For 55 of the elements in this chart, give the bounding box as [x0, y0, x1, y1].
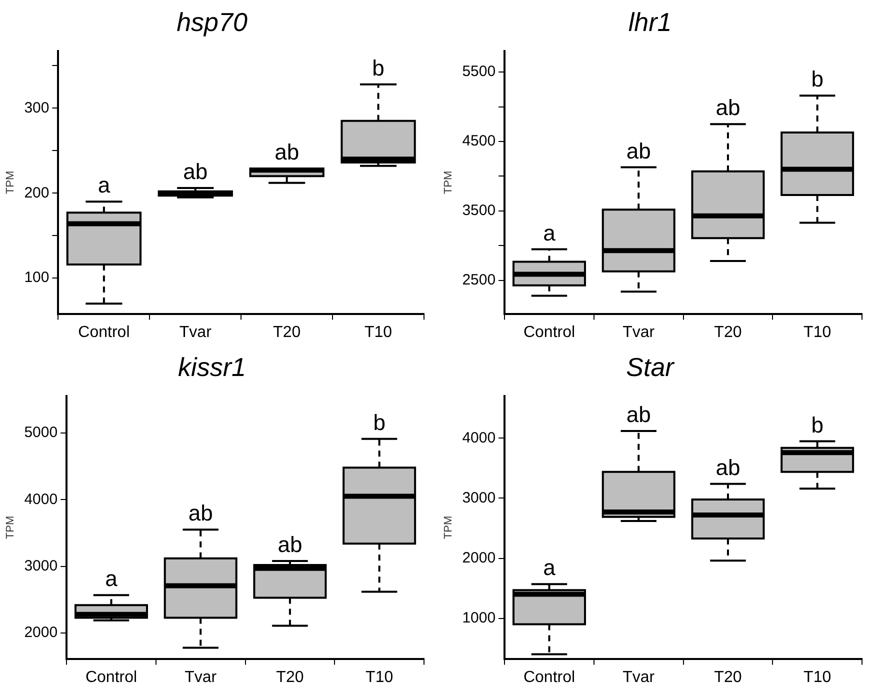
annotation: a	[98, 172, 111, 198]
x-tick-label: Tvar	[179, 324, 212, 341]
y-tick-label: 4000	[462, 429, 496, 446]
x-tick-label: T20	[714, 668, 742, 686]
y-tick-label: 4500	[462, 132, 496, 150]
annotation: b	[811, 412, 824, 438]
x-tick-label: T10	[804, 668, 832, 686]
y-tick-label: 2000	[24, 624, 58, 642]
annotation: a	[543, 220, 556, 246]
annotation: b	[372, 55, 384, 80]
annotation: ab	[274, 140, 300, 165]
y-tick-label: 1000	[462, 609, 496, 626]
y-axis-title: TPM	[442, 170, 455, 194]
x-tick-label: Tvar	[622, 324, 656, 341]
y-tick-label: 2500	[462, 272, 496, 289]
x-tick-label: T10	[366, 668, 394, 686]
x-tick-label: T20	[273, 324, 301, 341]
x-tick-label: Control	[78, 324, 130, 341]
y-tick-label: 300	[24, 99, 50, 116]
chart-title: kissr1	[178, 352, 246, 382]
y-tick-label: 200	[24, 184, 50, 202]
annotation: ab	[716, 454, 740, 480]
annotation: ab	[626, 138, 651, 164]
annotation: ab	[716, 95, 740, 120]
x-tick-label: T10	[364, 324, 392, 341]
y-tick-label: 5500	[462, 63, 496, 80]
x-tick-label: Tvar	[622, 668, 656, 686]
x-tick-label: T20	[276, 668, 304, 686]
x-tick-label: T20	[714, 324, 742, 341]
x-tick-label: Control	[523, 324, 576, 341]
y-tick-label: 2000	[462, 549, 496, 566]
annotation: ab	[626, 402, 651, 428]
x-tick-label: Control	[523, 668, 576, 686]
annotation: b	[811, 66, 824, 92]
chart-title: hsp70	[176, 6, 248, 37]
x-tick-label: T10	[804, 324, 832, 341]
annotation: b	[373, 410, 386, 435]
y-axis-title: TPM	[4, 170, 17, 194]
y-tick-label: 3000	[462, 489, 496, 506]
y-tick-label: 100	[24, 269, 50, 286]
annotation: ab	[188, 500, 213, 526]
annotation: ab	[183, 159, 208, 184]
chart-title: Star	[626, 352, 676, 382]
annotation: ab	[278, 532, 302, 558]
y-axis-title: TPM	[4, 516, 17, 540]
y-tick-label: 5000	[24, 424, 58, 442]
annotation: a	[105, 566, 118, 592]
y-tick-label: 3500	[462, 202, 496, 220]
y-tick-label: 4000	[24, 490, 58, 508]
chart-title: lhr1	[628, 6, 672, 37]
x-tick-label: Control	[85, 668, 138, 686]
y-axis-title: TPM	[442, 516, 455, 540]
x-tick-label: Tvar	[184, 668, 218, 686]
annotation: a	[543, 555, 556, 580]
y-tick-label: 3000	[24, 558, 58, 575]
